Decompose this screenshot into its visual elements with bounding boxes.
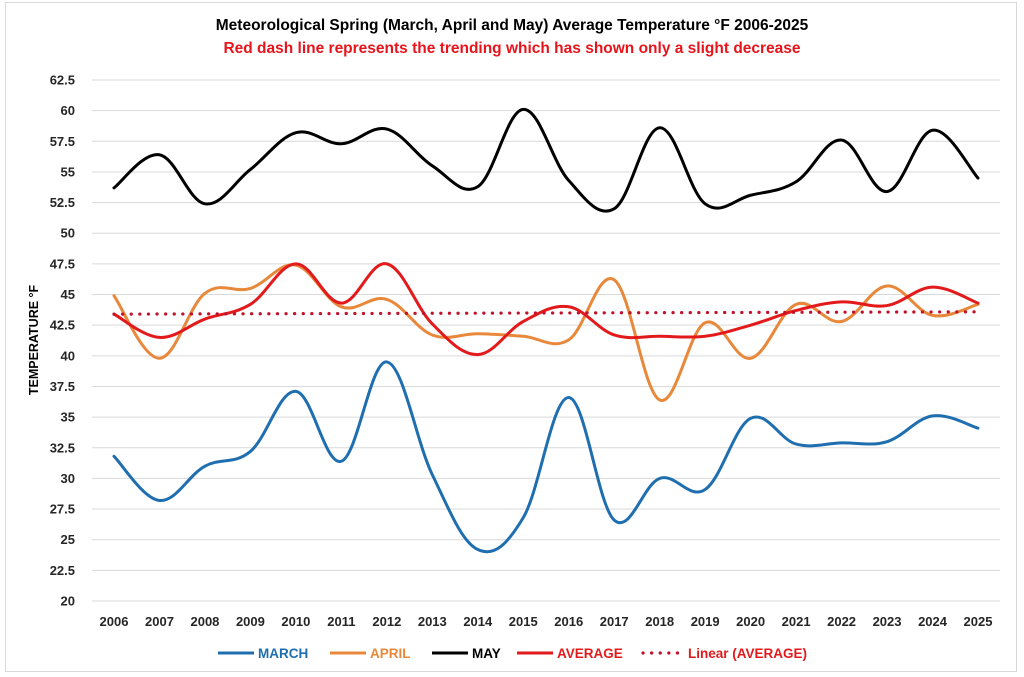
chart-subtitle: Red dash line represents the trending wh…	[223, 40, 800, 57]
series-line-march	[112, 360, 980, 554]
x-tick-label: 2025	[964, 614, 993, 629]
x-tick-label: 2013	[418, 614, 447, 629]
x-tick-label: 2015	[509, 614, 538, 629]
y-tick-label: 22.5	[50, 563, 75, 578]
x-tick-label: 2007	[145, 614, 174, 629]
chart-title: Meteorological Spring (March, April and …	[216, 17, 809, 34]
y-tick-label: 42.5	[50, 318, 75, 333]
x-tick-label: 2010	[281, 614, 310, 629]
y-tick-label: 32.5	[50, 440, 75, 455]
legend-label: AVERAGE	[557, 646, 623, 661]
legend-label: APRIL	[370, 646, 411, 661]
series-lines	[112, 107, 980, 554]
legend: MARCH APRIL MAY AVERAGE Linear (AVERAGE)	[218, 646, 807, 661]
x-tick-label: 2020	[736, 614, 765, 629]
legend-item-march: MARCH	[218, 646, 308, 661]
y-tick-label: 47.5	[50, 256, 75, 271]
y-tick-label: 57.5	[50, 134, 75, 149]
x-tick-label: 2014	[463, 614, 493, 629]
legend-item-linear-average: Linear (AVERAGE)	[641, 646, 807, 661]
y-tick-label: 52.5	[50, 195, 75, 210]
legend-label: MAY	[472, 646, 501, 661]
x-tick-label: 2016	[554, 614, 583, 629]
y-tick-label: 25	[61, 532, 75, 547]
y-tick-label: 35	[61, 410, 75, 425]
x-tick-label: 2017	[600, 614, 629, 629]
series-line-average	[112, 262, 980, 357]
series-line-linear-average	[112, 310, 980, 316]
x-tick-label: 2011	[327, 614, 355, 629]
series-line-may	[112, 107, 980, 213]
y-axis-title: TEMPERATURE °F	[27, 284, 41, 395]
legend-item-april: APRIL	[330, 646, 411, 661]
y-tick-label: 50	[61, 226, 75, 241]
y-tick-label: 55	[61, 164, 75, 179]
x-tick-label: 2012	[372, 614, 401, 629]
chart-frame	[5, 2, 1017, 672]
x-tick-label: 2018	[645, 614, 674, 629]
x-tick-label: 2008	[190, 614, 219, 629]
y-tick-label: 40	[61, 348, 75, 363]
legend-item-average: AVERAGE	[517, 646, 623, 661]
x-tick-label: 2021	[782, 614, 811, 629]
legend-item-may: MAY	[432, 646, 501, 661]
x-axis-ticks: 2006 2007 2008 2009 2010 2011 2012 2013 2014 2015…	[100, 614, 993, 629]
series-line-april	[112, 263, 980, 402]
y-tick-label: 30	[61, 471, 75, 486]
gridlines	[92, 79, 1000, 602]
y-axis-ticks: 20 22.5 25 27.5 30 32.5 35 37.5 40 42.5 45 47.5 50 52…	[50, 73, 75, 609]
y-tick-label: 60	[61, 103, 75, 118]
x-tick-label: 2009	[236, 614, 265, 629]
y-tick-label: 62.5	[50, 73, 75, 88]
y-tick-label: 37.5	[50, 379, 75, 394]
legend-label: Linear (AVERAGE)	[688, 646, 807, 661]
y-tick-label: 27.5	[50, 502, 75, 517]
y-tick-label: 20	[61, 594, 75, 609]
x-tick-label: 2024	[918, 614, 948, 629]
x-tick-label: 2019	[691, 614, 720, 629]
x-tick-label: 2022	[827, 614, 856, 629]
legend-label: MARCH	[258, 646, 308, 661]
x-tick-label: 2006	[100, 614, 129, 629]
y-tick-label: 45	[61, 287, 75, 302]
x-tick-label: 2023	[873, 614, 902, 629]
